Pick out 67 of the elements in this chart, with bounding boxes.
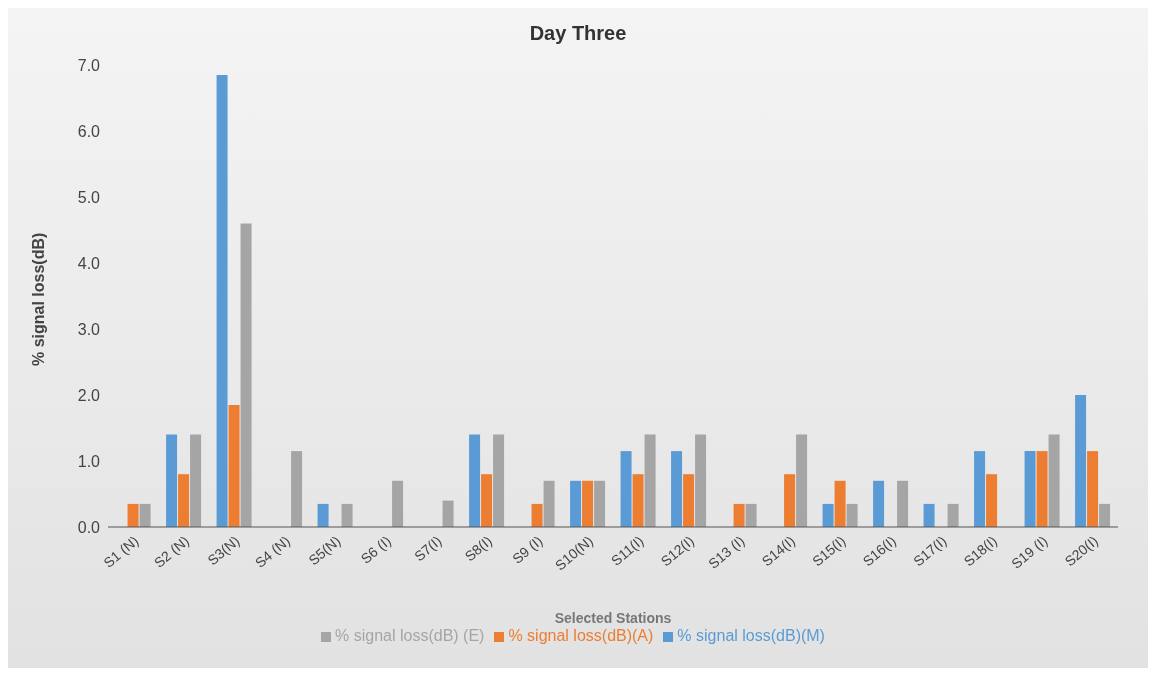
bar: [923, 503, 935, 527]
bar: [240, 223, 252, 527]
bar: [620, 451, 632, 527]
x-tick-label: S19 (I): [1008, 532, 1051, 572]
bar: [317, 503, 329, 527]
y-tick-label: 7.0: [77, 56, 101, 74]
bar: [1048, 434, 1060, 527]
y-tick-label: 1.0: [77, 452, 101, 470]
bar: [531, 503, 543, 527]
bar: [1099, 503, 1111, 527]
y-tick-label: 4.0: [77, 254, 101, 272]
bar: [139, 503, 151, 527]
x-tick-label: S4 (N): [251, 532, 294, 571]
bar: [190, 434, 202, 527]
bar: [228, 404, 240, 527]
bar: [341, 503, 353, 527]
bar: [582, 480, 594, 527]
bar: [745, 503, 757, 527]
x-tick-label: S9 (I): [509, 532, 546, 567]
bar: [543, 480, 555, 527]
bar: [834, 480, 846, 527]
y-tick-label: 2.0: [77, 386, 101, 404]
bar: [986, 474, 998, 527]
bar: [733, 503, 745, 527]
bar: [166, 434, 178, 527]
bar: [1024, 451, 1036, 527]
bar: [784, 474, 796, 527]
bar: [974, 451, 986, 527]
y-tick-label: 0.0: [77, 518, 101, 536]
bar: [291, 451, 303, 527]
bar: [392, 480, 404, 527]
y-tick-label: 3.0: [77, 320, 101, 338]
bar: [127, 503, 139, 527]
legend-label: % signal loss(dB)(A): [508, 627, 654, 644]
x-tick-label: S2 (N): [150, 532, 193, 571]
bar: [469, 434, 481, 527]
bar: [796, 434, 808, 527]
x-tick-label: S6 (I): [357, 532, 395, 567]
bar: [1036, 451, 1048, 527]
bar: [1087, 451, 1099, 527]
bar: [570, 480, 582, 527]
y-tick-label: 6.0: [77, 122, 101, 140]
bar: [594, 480, 606, 527]
bar: [671, 451, 683, 527]
bar: [481, 474, 493, 527]
bar: [1075, 395, 1087, 527]
y-tick-label: 5.0: [77, 188, 101, 206]
bar: [897, 480, 909, 527]
bar: [947, 503, 959, 527]
bar: [178, 474, 190, 527]
bar: [873, 480, 885, 527]
x-tick-label: S1 (N): [100, 532, 142, 571]
chart-title: Day Three: [528, 21, 628, 45]
bar: [493, 434, 505, 527]
bar: [846, 503, 858, 527]
bar: [822, 503, 834, 527]
x-axis-title: Selected Stations: [554, 610, 672, 626]
x-tick-label: S13 (I): [705, 532, 748, 572]
legend-label: % signal loss(dB)(M): [677, 627, 825, 644]
bar: [695, 434, 707, 527]
y-axis-title: % signal loss(dB): [29, 232, 47, 366]
bar: [632, 474, 644, 527]
bar: [644, 434, 656, 527]
legend-label: % signal loss(dB) (E): [335, 627, 485, 644]
bar: [442, 500, 454, 527]
bar: [216, 74, 228, 527]
bar: [683, 474, 695, 527]
